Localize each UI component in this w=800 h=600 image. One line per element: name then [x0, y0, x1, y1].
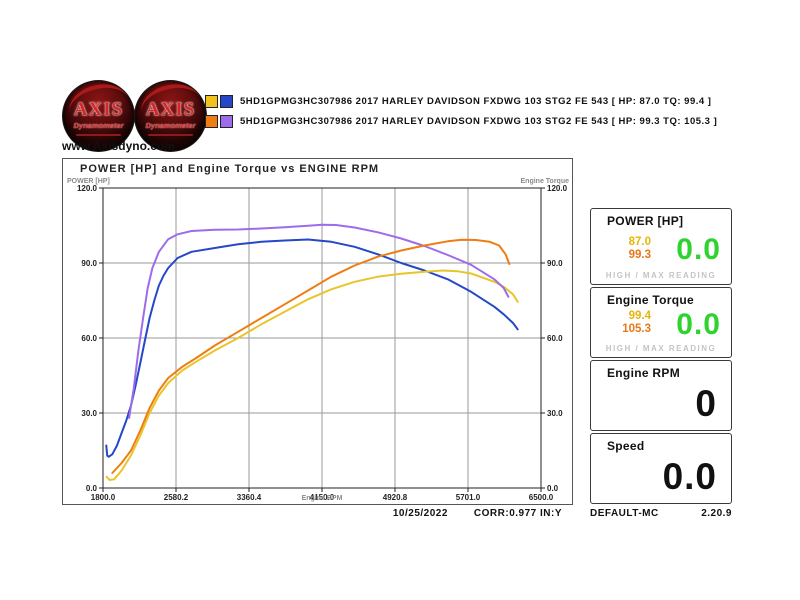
legend-color-torque-run2	[220, 114, 233, 128]
gauge-torque-run1-max: 99.4	[628, 310, 651, 322]
software-version: 2.20.9	[701, 508, 732, 519]
x-axis-tick-label: 4920.8	[383, 493, 408, 502]
left-axis-tick-label: 30.0	[81, 409, 97, 418]
x-axis-tick-label: 5701.0	[456, 493, 481, 502]
x-axis-title: Engine RPM	[301, 495, 343, 502]
logo-brand-text: AXIS	[145, 99, 196, 120]
gauge-speed: Speed 0.0	[590, 433, 732, 504]
gauge-torque-run2-max: 105.3	[622, 323, 651, 335]
right-axis-tick-label: 0.0	[547, 484, 559, 493]
gauge-speed-title: Speed	[607, 439, 645, 453]
left-axis-title: POWER [HP]	[67, 178, 110, 185]
right-axis-tick-label: 30.0	[547, 409, 563, 418]
logo-tagline-strip	[147, 134, 194, 136]
logo-tagline-strip	[75, 134, 122, 136]
legend-color-power-run1	[205, 94, 218, 108]
status-bar-right: DEFAULT-MC 2.20.9	[590, 508, 732, 519]
x-axis-tick-label: 3360.4	[237, 493, 262, 502]
logo-sub-text: Dynamometer	[145, 121, 196, 130]
right-axis-tick-label: 90.0	[547, 259, 563, 268]
legend-color-power-run2	[205, 114, 218, 128]
logo-brand-text: AXIS	[73, 99, 124, 120]
website-text: www.Axisdyno.com	[62, 139, 175, 153]
status-bar-left: 10/25/2022 CORR:0.977 IN:Y	[62, 508, 562, 519]
chart-title: POWER [HP] and Engine Torque vs ENGINE R…	[80, 163, 380, 175]
profile-name: DEFAULT-MC	[590, 508, 659, 519]
right-axis-title: Engine Torque	[520, 178, 569, 185]
legend-run-2: 5HD1GPMG3HC307986 2017 HARLEY DAVIDSON F…	[205, 114, 717, 128]
right-axis-tick-label: 60.0	[547, 334, 563, 343]
gauge-torque-live-value: 0.0	[676, 308, 721, 341]
gauge-power-live-value: 0.0	[676, 233, 721, 266]
dyno-chart: 0.0 0.0 30.0 30.0 60.0 60.0 90.0 90.0 120.0 120.0…	[62, 158, 573, 505]
right-axis-tick-label: 120.0	[547, 184, 568, 193]
gauge-rpm-title: Engine RPM	[607, 366, 681, 380]
gauge-rpm-live-value: 0	[695, 383, 717, 424]
gauge-power-run1-max: 87.0	[628, 236, 651, 248]
logo-sub-text: Dynamometer	[73, 121, 124, 130]
gauge-torque-footer: HIGH / MAX READING	[605, 344, 717, 353]
x-axis-tick-label: 1800.0	[91, 493, 116, 502]
legend-color-torque-run1	[220, 94, 233, 108]
axis-logo: AXIS Dynamometer	[62, 78, 135, 152]
curve-torque-run2	[128, 223, 510, 419]
curve-torque-run1	[105, 238, 519, 458]
gauge-torque: Engine Torque 99.4 105.3 0.0 HIGH / MAX …	[590, 287, 732, 358]
left-axis-tick-label: 120.0	[77, 184, 98, 193]
gauge-speed-live-value: 0.0	[662, 456, 717, 497]
gauge-power-run2-max: 99.3	[628, 249, 651, 261]
legend-label-run2: 5HD1GPMG3HC307986 2017 HARLEY DAVIDSON F…	[240, 115, 718, 127]
gauge-power-footer: HIGH / MAX READING	[605, 271, 717, 280]
left-axis-tick-label: 60.0	[81, 334, 97, 343]
gauge-power: POWER [HP] 87.0 99.3 0.0 HIGH / MAX READ…	[590, 208, 732, 285]
legend-label-run1: 5HD1GPMG3HC307986 2017 HARLEY DAVIDSON F…	[240, 95, 712, 107]
curve-power-run1	[105, 269, 519, 481]
correction-factor: CORR:0.977 IN:Y	[473, 508, 562, 519]
gauge-torque-title: Engine Torque	[607, 293, 695, 307]
gauge-power-title: POWER [HP]	[607, 214, 684, 228]
chart-plot-area: 0.0 0.0 30.0 30.0 60.0 60.0 90.0 90.0 120.0 120.0…	[77, 184, 568, 502]
x-axis-tick-label: 4150.0	[310, 493, 335, 502]
x-axis-tick-label: 2580.2	[164, 493, 189, 502]
legend-run-1: 5HD1GPMG3HC307986 2017 HARLEY DAVIDSON F…	[205, 94, 711, 108]
x-axis-tick-label: 6500.0	[529, 493, 554, 502]
curve-power-run2	[111, 238, 511, 474]
run-date: 10/25/2022	[392, 508, 448, 519]
gauge-rpm: Engine RPM 0	[590, 360, 732, 431]
left-axis-tick-label: 90.0	[81, 259, 97, 268]
left-axis-tick-label: 0.0	[86, 484, 98, 493]
